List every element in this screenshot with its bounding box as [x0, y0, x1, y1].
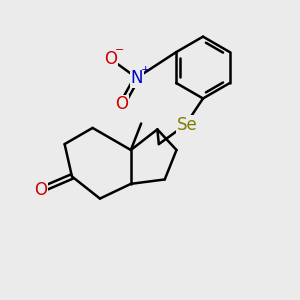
Text: O: O — [104, 50, 117, 68]
Text: +: + — [141, 64, 150, 75]
Text: O: O — [116, 95, 128, 113]
Text: N: N — [130, 69, 143, 87]
Text: Se: Se — [176, 116, 197, 134]
Text: O: O — [34, 181, 48, 199]
Text: −: − — [114, 46, 124, 56]
